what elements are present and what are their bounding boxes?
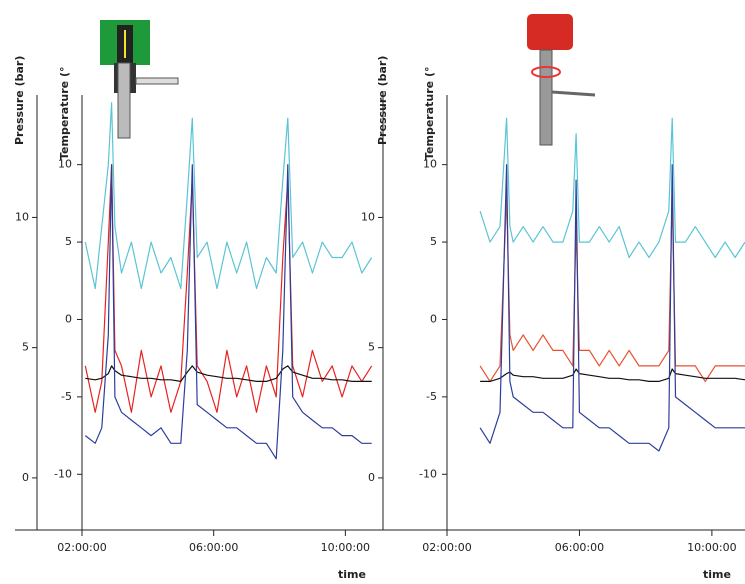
y2-axis-title: Pressure (bar) (376, 56, 389, 145)
series-line (480, 368, 745, 382)
x-tick-label: 02:00:00 (422, 541, 471, 554)
y-tick-label: 0 (430, 312, 437, 325)
series-line (84, 102, 373, 290)
y-tick-label: 5 (430, 235, 437, 248)
y2-tick-label: 0 (22, 471, 29, 484)
probe-icon (527, 14, 596, 146)
y2-tick-label: 5 (368, 341, 375, 354)
y-tick-label: 10 (58, 158, 72, 171)
x-axis-title: time (338, 568, 366, 581)
y-tick-label: -10 (54, 467, 72, 480)
series-line (84, 164, 373, 413)
sensor-icon (100, 20, 179, 139)
x-tick-label: 02:00:00 (57, 541, 106, 554)
y2-tick-label: 0 (368, 471, 375, 484)
y-tick-label: 5 (65, 235, 72, 248)
y-tick-label: 10 (423, 158, 437, 171)
y2-tick-label: 10 (361, 210, 375, 223)
x-tick-label: 10:00:00 (321, 541, 370, 554)
series-line (479, 164, 745, 452)
x-tick-label: 06:00:00 (189, 541, 238, 554)
y-axis-title: Temperature (° (423, 67, 436, 160)
x-tick-label: 10:00:00 (687, 541, 736, 554)
series-line (479, 117, 745, 259)
y2-axis-title: Pressure (bar) (13, 56, 26, 145)
series-line (479, 195, 745, 382)
y2-tick-label: 10 (15, 210, 29, 223)
y-tick-label: -10 (419, 467, 437, 480)
y2-tick-label: 5 (22, 341, 29, 354)
x-axis-title: time (703, 568, 731, 581)
y-axis-title: Temperature (° (58, 67, 71, 160)
y-tick-label: -5 (426, 390, 437, 403)
y-tick-label: -5 (61, 390, 72, 403)
series-line (84, 164, 372, 460)
y-tick-label: 0 (65, 312, 72, 325)
plots: -10 -5 0 5 10 0 5 10 02:00:00 06:00:00 10:00:00 tim… (13, 56, 745, 581)
series-line (85, 365, 372, 382)
x-tick-label: 06:00:00 (555, 541, 604, 554)
